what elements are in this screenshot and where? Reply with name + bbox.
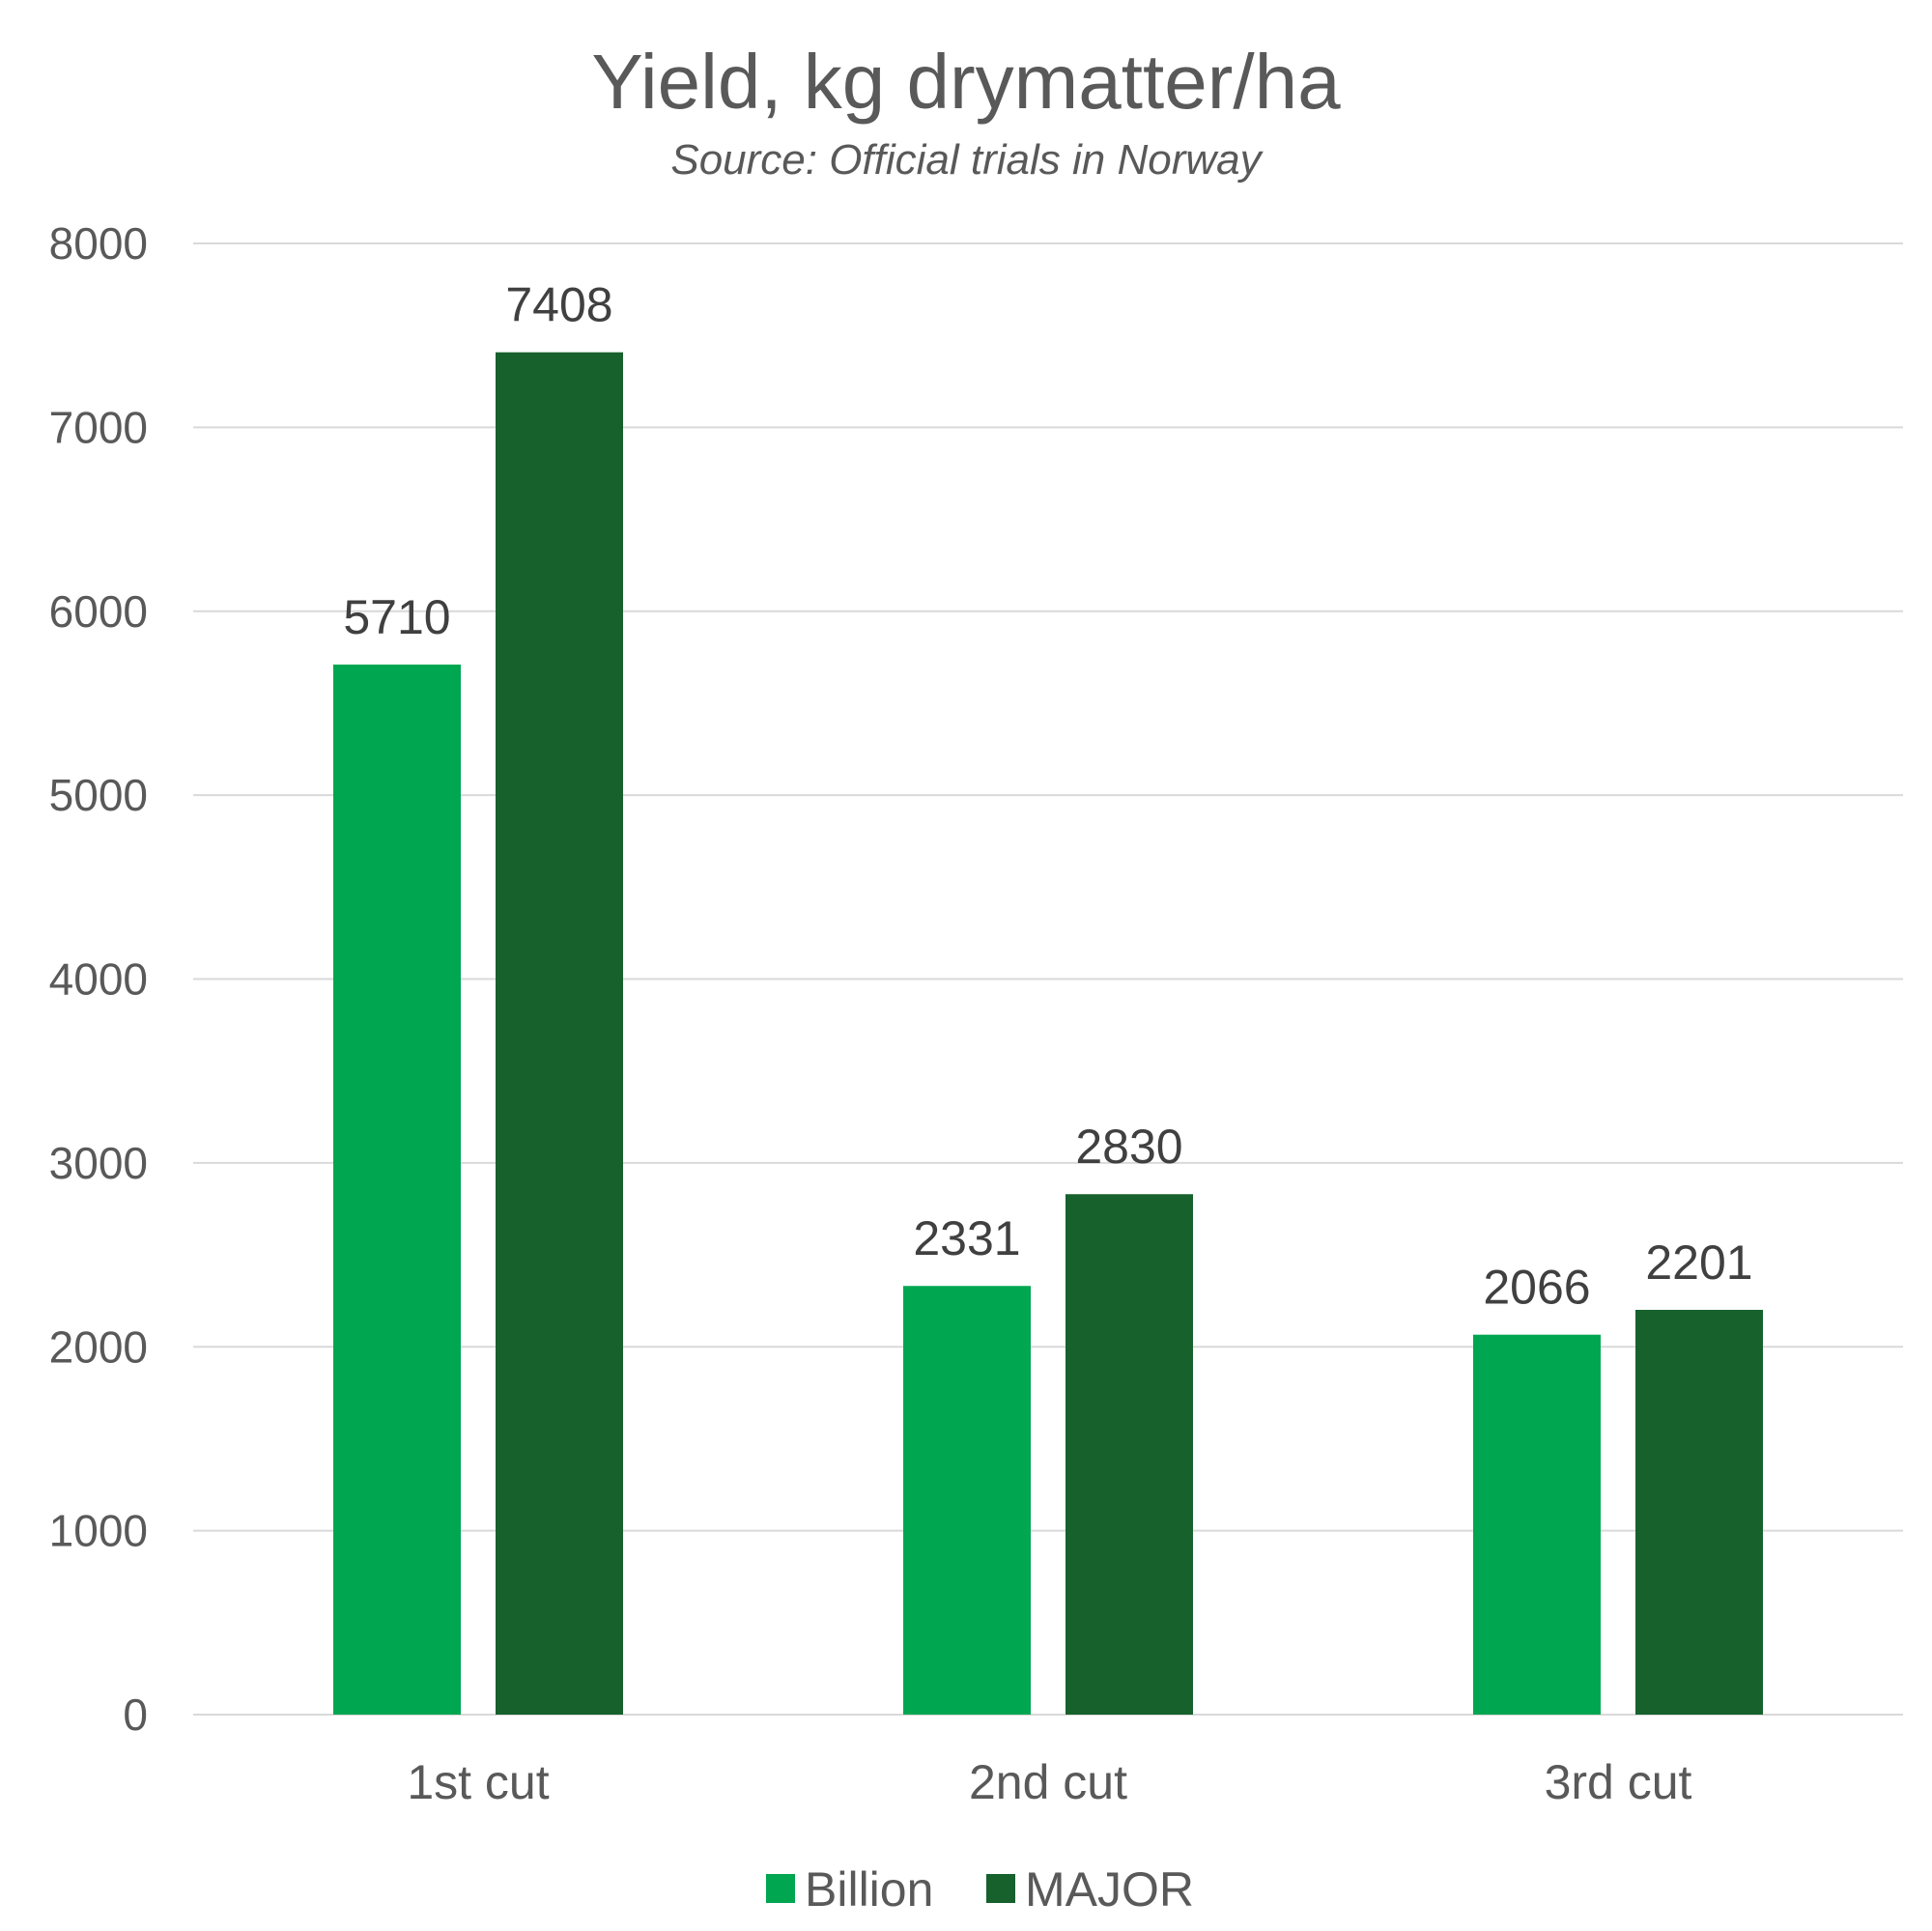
y-axis-ticks: 0 1000 2000 3000 4000 5000 6000 7000 8000	[49, 218, 148, 1740]
y-tick-label: 2000	[49, 1321, 148, 1372]
bar-major	[496, 352, 623, 1715]
legend-swatch	[766, 1874, 795, 1903]
bars	[333, 352, 1763, 1715]
y-tick-label: 6000	[49, 586, 148, 637]
bar-major	[1065, 1194, 1193, 1715]
category-label: 2nd cut	[969, 1755, 1127, 1809]
category-label: 1st cut	[407, 1755, 549, 1809]
legend-label: Billion	[805, 1862, 933, 1917]
category-label: 3rd cut	[1545, 1755, 1692, 1809]
bar-billion	[903, 1286, 1031, 1715]
data-label: 7408	[505, 278, 612, 332]
y-tick-label: 0	[123, 1690, 148, 1740]
y-tick-label: 8000	[49, 218, 148, 269]
y-tick-label: 7000	[49, 402, 148, 452]
data-label: 2066	[1483, 1261, 1590, 1315]
gridlines	[193, 242, 1903, 1716]
chart-subtitle: Source: Official trials in Norway	[670, 136, 1264, 184]
y-tick-label: 1000	[49, 1506, 148, 1556]
y-tick-label: 4000	[49, 954, 148, 1005]
y-tick-label: 3000	[49, 1138, 148, 1188]
y-tick-label: 5000	[49, 770, 148, 820]
chart-title: Yield, kg drymatter/ha	[591, 39, 1341, 125]
data-label: 2331	[913, 1211, 1020, 1265]
bar-billion	[1473, 1334, 1601, 1715]
legend-label: MAJOR	[1025, 1862, 1194, 1917]
data-labels: 5710 7408 2331 2830 2066 2201	[343, 278, 1752, 1315]
data-label: 2830	[1075, 1120, 1182, 1174]
bar-billion	[333, 664, 461, 1715]
x-axis-categories: 1st cut 2nd cut 3rd cut	[407, 1755, 1691, 1809]
data-label: 5710	[343, 590, 450, 644]
legend-swatch	[986, 1874, 1015, 1903]
data-label: 2201	[1645, 1235, 1752, 1290]
legend: Billion MAJOR	[766, 1862, 1194, 1917]
bar-major	[1635, 1309, 1763, 1715]
